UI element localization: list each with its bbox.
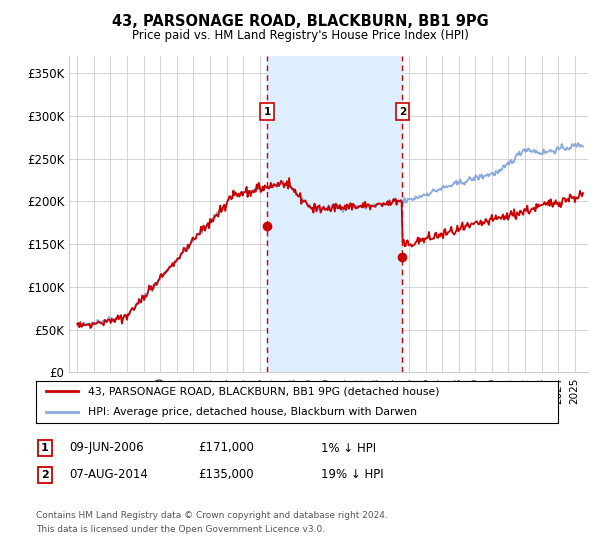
Text: 2: 2 — [398, 106, 406, 116]
Text: 1% ↓ HPI: 1% ↓ HPI — [321, 441, 376, 455]
Bar — [267, 56, 402, 372]
Text: 1: 1 — [41, 443, 49, 453]
Text: £171,000: £171,000 — [198, 441, 254, 455]
Text: This data is licensed under the Open Government Licence v3.0.: This data is licensed under the Open Gov… — [36, 525, 325, 534]
Text: 09-JUN-2006: 09-JUN-2006 — [69, 441, 143, 455]
Text: Contains HM Land Registry data © Crown copyright and database right 2024.: Contains HM Land Registry data © Crown c… — [36, 511, 388, 520]
Text: 43, PARSONAGE ROAD, BLACKBURN, BB1 9PG (detached house): 43, PARSONAGE ROAD, BLACKBURN, BB1 9PG (… — [88, 386, 440, 396]
Text: 2: 2 — [41, 470, 49, 480]
Text: 07-AUG-2014: 07-AUG-2014 — [69, 468, 148, 482]
Text: HPI: Average price, detached house, Blackburn with Darwen: HPI: Average price, detached house, Blac… — [88, 407, 417, 417]
Text: 43, PARSONAGE ROAD, BLACKBURN, BB1 9PG: 43, PARSONAGE ROAD, BLACKBURN, BB1 9PG — [112, 14, 488, 29]
Text: Price paid vs. HM Land Registry's House Price Index (HPI): Price paid vs. HM Land Registry's House … — [131, 29, 469, 42]
Text: 1: 1 — [263, 106, 271, 116]
Text: £135,000: £135,000 — [198, 468, 254, 482]
Text: 19% ↓ HPI: 19% ↓ HPI — [321, 468, 383, 482]
